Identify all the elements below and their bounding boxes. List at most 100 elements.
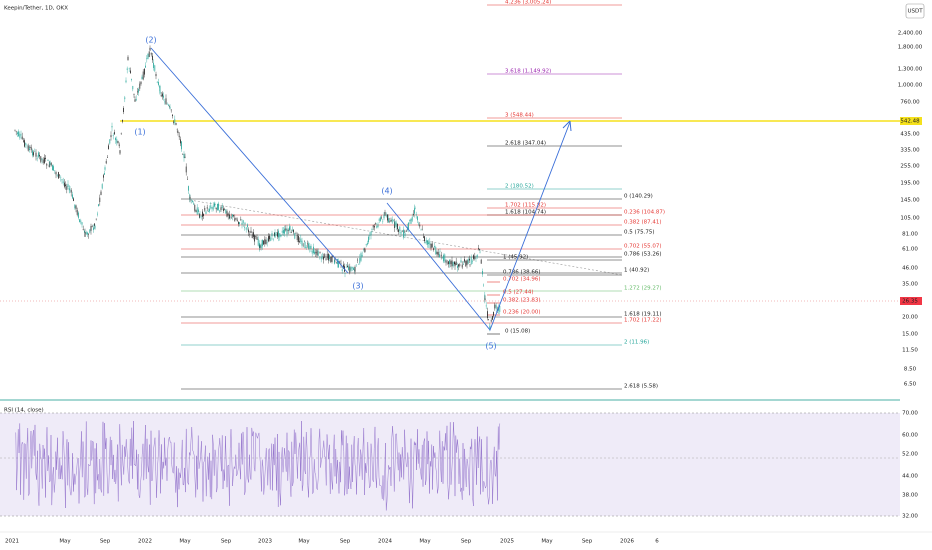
candle-body <box>355 264 357 266</box>
trend-line <box>189 199 623 276</box>
candle-body <box>395 222 397 227</box>
candle-body <box>446 262 448 264</box>
candle-body <box>103 175 104 178</box>
candle-body <box>417 216 418 221</box>
candle-body <box>278 230 279 238</box>
candle-body <box>454 261 455 265</box>
candle-body <box>281 230 283 233</box>
candle-body <box>474 256 476 260</box>
candle-body <box>483 284 484 286</box>
candle-body <box>347 265 348 268</box>
candle-body <box>364 249 366 252</box>
candle-body <box>47 159 49 161</box>
candle-body <box>442 257 443 258</box>
candle-body <box>82 229 84 231</box>
candle-body <box>104 167 106 170</box>
fib-label: 0.236 (104.87) <box>624 210 665 216</box>
candle-body <box>289 226 291 230</box>
candle-body <box>193 203 194 205</box>
candle-body <box>195 210 197 212</box>
candle-body <box>393 220 394 222</box>
candle-body <box>24 140 25 147</box>
candle-body <box>105 161 107 164</box>
candle-body <box>177 131 179 133</box>
candle-body <box>326 253 328 259</box>
candle-body <box>160 95 162 97</box>
candle-body <box>488 319 489 321</box>
candle-body <box>39 154 40 157</box>
wave-label: (4) <box>381 187 392 196</box>
candle-body <box>335 262 337 263</box>
fib-label: 0.5 (75.75) <box>624 230 655 236</box>
candle-body <box>91 226 93 227</box>
candle-body <box>158 81 159 85</box>
fib-label: 2 (180.52) <box>505 184 534 190</box>
candle-body <box>277 232 278 237</box>
candle-body <box>493 312 494 316</box>
candle-body <box>457 265 458 268</box>
candle-body <box>499 306 501 312</box>
candle-body <box>279 233 281 238</box>
candle-body <box>428 242 429 245</box>
candle-body <box>52 165 53 171</box>
candle-body <box>427 240 428 245</box>
candle-body <box>173 121 174 123</box>
candle-body <box>54 170 56 171</box>
candle-body <box>461 264 463 268</box>
candle-body <box>125 80 127 83</box>
time-label: Sep <box>221 539 232 545</box>
candle-body <box>367 243 368 245</box>
candle-body <box>34 151 36 152</box>
currency-button[interactable] <box>905 3 925 19</box>
time-label: 2025 <box>500 539 514 545</box>
candle-body <box>159 86 161 94</box>
candle-body <box>169 106 170 107</box>
candle-body <box>287 229 289 231</box>
candle-body <box>196 207 198 215</box>
candle-body <box>176 129 178 130</box>
candle-body <box>378 218 380 222</box>
price-label: 335.00 <box>900 148 920 154</box>
candle-body <box>229 216 231 217</box>
fib-label: 1 (40.92) <box>624 268 649 274</box>
candle-body <box>350 267 352 271</box>
candle-body <box>133 93 135 95</box>
fib-label: 0.786 (38.66) <box>503 270 541 276</box>
candle-body <box>248 229 249 233</box>
candle-body <box>187 178 188 180</box>
candle-body <box>181 141 182 150</box>
candle-body <box>75 205 77 210</box>
candle-body <box>485 305 487 307</box>
candle-body <box>413 213 414 215</box>
candle-body <box>234 218 236 222</box>
candle-body <box>204 207 206 211</box>
candle-body <box>440 254 442 257</box>
candle-body <box>372 225 374 228</box>
candle-body <box>29 147 31 148</box>
currency[interactable]: USDT <box>907 9 923 15</box>
candle-body <box>479 251 481 253</box>
price-label: 6.50 <box>904 382 917 388</box>
candle-body <box>478 248 479 250</box>
candle-body <box>314 251 315 254</box>
price-label: 105.00 <box>900 216 920 222</box>
candle-body <box>93 227 94 230</box>
time-label: 2024 <box>378 539 392 545</box>
candle-body <box>84 232 86 237</box>
candle-body <box>35 152 37 157</box>
candle-body <box>144 68 145 75</box>
time-label: Sep <box>461 539 472 545</box>
price-label: 542.48 <box>900 119 920 125</box>
candle-body <box>223 208 224 211</box>
candle-body <box>460 260 462 263</box>
candle-body <box>73 198 74 202</box>
candle-body <box>100 191 102 195</box>
symbol-title: Keepin/Tether, 1D, OKX <box>4 6 68 12</box>
candle-body <box>74 204 76 209</box>
candle-body <box>215 207 217 210</box>
candle-body <box>164 101 166 103</box>
candle-body <box>360 253 362 261</box>
candle-body <box>382 221 384 222</box>
candle-body <box>340 263 342 265</box>
candle-body <box>27 145 29 151</box>
